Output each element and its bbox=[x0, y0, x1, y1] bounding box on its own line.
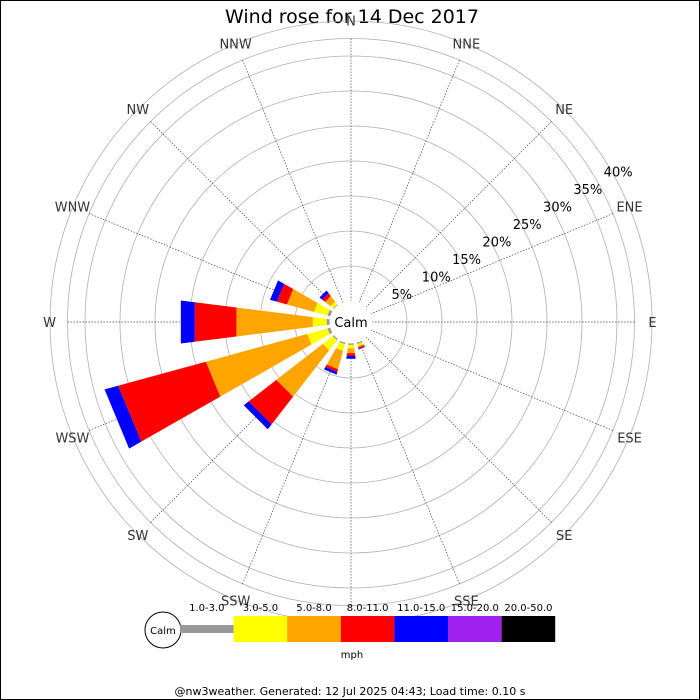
legend-label-0: 1.0-3.0 bbox=[189, 603, 224, 614]
legend-swatch-5 bbox=[448, 616, 502, 642]
bar-wnw-bin-3 bbox=[276, 283, 294, 305]
bar-sse-bin-0 bbox=[356, 340, 363, 345]
ring-labels: 5% 10%15%20%25%30%35%40% bbox=[391, 166, 632, 304]
bar-sw-bin-4 bbox=[243, 401, 272, 430]
bar-nw-bin-0 bbox=[333, 304, 339, 310]
legend-label-5: 15.0-20.0 bbox=[451, 603, 499, 614]
bar-sse-bin-2 bbox=[357, 343, 365, 348]
wind-bars bbox=[104, 280, 366, 449]
ring-label-15: 15% bbox=[452, 253, 481, 268]
bar-w-bin-4 bbox=[180, 300, 195, 344]
calm-center: Calm bbox=[329, 300, 373, 344]
legend-label-3: 8.0-11.0 bbox=[347, 603, 389, 614]
ring-label-40: 40% bbox=[604, 166, 633, 181]
direction-label-nne: NNE bbox=[453, 37, 481, 52]
bar-w-bin-0 bbox=[326, 318, 331, 326]
ring-label-35: 35% bbox=[573, 183, 602, 198]
direction-label-e: E bbox=[648, 316, 656, 331]
ring-label-20: 20% bbox=[482, 236, 511, 251]
direction-label-n: N bbox=[346, 15, 356, 30]
bar-sse-bin-1 bbox=[357, 342, 364, 347]
bar-nw-bin-3 bbox=[322, 293, 331, 302]
legend-label-4: 11.0-15.0 bbox=[397, 603, 445, 614]
direction-label-ssw: SSW bbox=[221, 595, 251, 610]
chart-title: Wind rose for 14 Dec 2017 bbox=[225, 6, 479, 28]
bar-sse-bin-3 bbox=[358, 345, 365, 350]
legend-swatch-6 bbox=[501, 616, 556, 642]
bar-s-bin-2 bbox=[347, 348, 355, 354]
bar-s-bin-1 bbox=[347, 344, 355, 349]
legend-label-2: 5.0-8.0 bbox=[296, 603, 331, 614]
bar-ssw-bin-0 bbox=[339, 340, 346, 345]
direction-label-nnw: NNW bbox=[219, 37, 251, 52]
bar-wnw-bin-1 bbox=[313, 302, 330, 316]
bar-nw-bin-1 bbox=[330, 301, 338, 309]
bar-wsw-bin-4 bbox=[104, 385, 142, 449]
ring-label-25: 25% bbox=[513, 218, 542, 233]
legend-calm-label: Calm bbox=[150, 626, 176, 637]
direction-label-wnw: WNW bbox=[55, 201, 91, 216]
legend-swatch-4 bbox=[394, 616, 448, 642]
calm-circle bbox=[329, 300, 373, 344]
calm-label: Calm bbox=[334, 316, 367, 331]
bar-wnw-bin-2 bbox=[286, 289, 318, 312]
bar-w-bin-3 bbox=[194, 302, 237, 342]
legend-swatch-1 bbox=[233, 616, 288, 642]
direction-label-wsw: WSW bbox=[55, 431, 89, 446]
footer-text: @nw3weather. Generated: 12 Jul 2025 04:4… bbox=[175, 685, 526, 698]
bar-nw-bin-4 bbox=[319, 290, 329, 300]
bar-ssw-bin-2 bbox=[326, 348, 344, 370]
legend-swatch-3 bbox=[340, 616, 395, 642]
bar-s-bin-3 bbox=[346, 353, 356, 357]
direction-label-sw: SW bbox=[127, 529, 148, 544]
bar-ssw-bin-1 bbox=[336, 342, 345, 352]
direction-label-ene: ENE bbox=[616, 201, 642, 216]
direction-label-w: W bbox=[43, 316, 56, 331]
legend-unit-label: mph bbox=[341, 650, 363, 661]
direction-label-ese: ESE bbox=[617, 431, 642, 446]
speed-legend: Calm 1.0-3.0 3.0-5.0 5.0-8.0 8.0-11.0 11.0-15… bbox=[144, 603, 556, 649]
bar-ssw-bin-4 bbox=[323, 366, 338, 375]
bar-wsw-bin-3 bbox=[118, 361, 221, 442]
bar-sw-bin-1 bbox=[322, 336, 337, 351]
bar-wsw-bin-2 bbox=[205, 334, 312, 397]
bar-w-bin-2 bbox=[236, 307, 313, 337]
bar-sw-bin-0 bbox=[332, 334, 339, 341]
direction-labels: NNNENEENEEESESESSESSSWSWWSWWWNWNWNNW bbox=[43, 15, 657, 633]
legend-swatch-0 bbox=[180, 625, 234, 633]
grid-ring-35 bbox=[84, 55, 618, 589]
direction-label-nw: NW bbox=[127, 103, 150, 118]
legend-swatch-2 bbox=[287, 616, 341, 642]
direction-label-sse: SSE bbox=[454, 595, 479, 610]
bar-sw-bin-2 bbox=[276, 343, 330, 397]
legend-label-1: 3.0-5.0 bbox=[243, 603, 278, 614]
ring-label-5: 5% bbox=[391, 288, 412, 303]
legend-label-6: 20.0-50.0 bbox=[504, 603, 552, 614]
bar-wnw-bin-4 bbox=[269, 280, 285, 302]
direction-label-se: SE bbox=[556, 529, 572, 544]
bar-ssw-bin-3 bbox=[325, 364, 339, 372]
direction-label-ne: NE bbox=[555, 103, 573, 118]
ring-label-10: 10% bbox=[422, 271, 451, 286]
bar-nw-bin-2 bbox=[325, 296, 336, 307]
bar-w-bin-1 bbox=[312, 317, 327, 327]
bar-wsw-bin-1 bbox=[307, 328, 330, 345]
bar-s-bin-4 bbox=[346, 356, 356, 359]
bar-sw-bin-3 bbox=[248, 379, 294, 425]
bar-sse-bin-4 bbox=[358, 346, 366, 350]
ring-label-30: 30% bbox=[543, 201, 572, 216]
